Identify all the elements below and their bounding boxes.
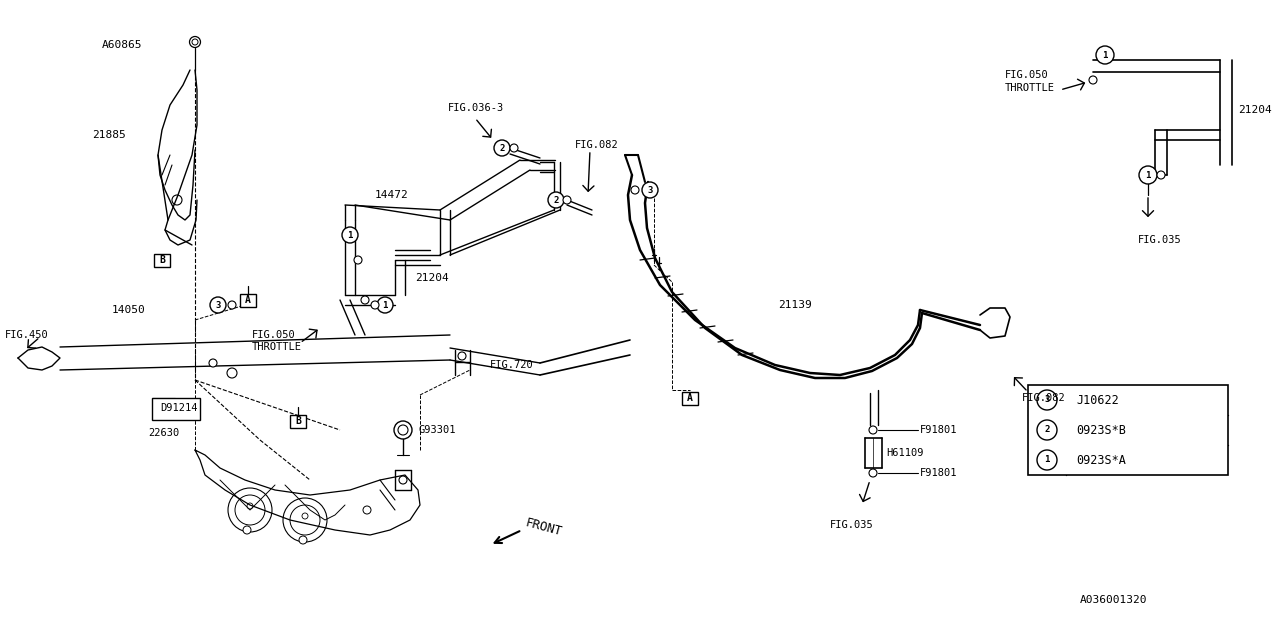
- Circle shape: [355, 256, 362, 264]
- Text: 21204: 21204: [415, 273, 449, 283]
- Text: 3: 3: [1044, 396, 1050, 404]
- Circle shape: [394, 421, 412, 439]
- Circle shape: [283, 498, 326, 542]
- Circle shape: [236, 495, 265, 525]
- Circle shape: [1037, 420, 1057, 440]
- Circle shape: [548, 192, 564, 208]
- Circle shape: [1157, 171, 1165, 179]
- Circle shape: [1037, 450, 1057, 470]
- Circle shape: [300, 536, 307, 544]
- Text: FIG.050: FIG.050: [1005, 70, 1048, 80]
- Circle shape: [1096, 46, 1114, 64]
- Text: A036001320: A036001320: [1080, 595, 1147, 605]
- Text: FIG.035: FIG.035: [1138, 235, 1181, 245]
- Circle shape: [210, 297, 227, 313]
- Text: FIG.050: FIG.050: [252, 330, 296, 340]
- Text: THROTTLE: THROTTLE: [1005, 83, 1055, 93]
- Circle shape: [1139, 166, 1157, 184]
- Text: F91801: F91801: [920, 425, 957, 435]
- Text: 2: 2: [499, 143, 504, 152]
- Circle shape: [563, 196, 571, 204]
- Circle shape: [378, 297, 393, 313]
- Text: 14472: 14472: [375, 190, 408, 200]
- Text: B: B: [159, 255, 165, 265]
- Circle shape: [1089, 76, 1097, 84]
- Text: 14050: 14050: [113, 305, 146, 315]
- Text: FIG.082: FIG.082: [575, 140, 618, 150]
- Circle shape: [398, 425, 408, 435]
- Text: THROTTLE: THROTTLE: [252, 342, 302, 352]
- Circle shape: [189, 36, 201, 47]
- Text: D91214: D91214: [160, 403, 197, 413]
- Circle shape: [869, 426, 877, 434]
- Circle shape: [209, 359, 218, 367]
- Circle shape: [247, 503, 253, 509]
- Circle shape: [494, 140, 509, 156]
- Bar: [152, 398, 200, 420]
- Circle shape: [291, 505, 320, 535]
- Circle shape: [371, 301, 379, 309]
- Circle shape: [228, 488, 273, 532]
- Circle shape: [631, 186, 639, 194]
- Text: A: A: [687, 393, 692, 403]
- Text: G93301: G93301: [419, 425, 456, 435]
- Text: FIG.720: FIG.720: [490, 360, 534, 370]
- Text: 21139: 21139: [778, 300, 812, 310]
- Text: A60865: A60865: [102, 40, 142, 50]
- Circle shape: [302, 513, 308, 519]
- Text: 1: 1: [1044, 456, 1050, 465]
- Circle shape: [228, 301, 236, 309]
- Text: 3: 3: [215, 301, 220, 310]
- Circle shape: [361, 296, 369, 304]
- Text: B: B: [296, 416, 301, 426]
- Text: A: A: [244, 295, 251, 305]
- Text: FIG.082: FIG.082: [1021, 393, 1066, 403]
- Circle shape: [192, 39, 198, 45]
- Text: H61109: H61109: [886, 448, 923, 458]
- Bar: [1028, 385, 1228, 475]
- Bar: [291, 415, 306, 428]
- Circle shape: [458, 352, 466, 360]
- Circle shape: [643, 182, 658, 198]
- Circle shape: [342, 227, 358, 243]
- Circle shape: [869, 469, 877, 477]
- Text: FIG.035: FIG.035: [829, 520, 874, 530]
- Text: 22630: 22630: [148, 428, 179, 438]
- Circle shape: [227, 368, 237, 378]
- Text: 1: 1: [1102, 51, 1107, 60]
- Text: J10622: J10622: [1076, 394, 1119, 406]
- Text: 1: 1: [1146, 170, 1151, 179]
- Circle shape: [509, 144, 518, 152]
- Text: FIG.450: FIG.450: [5, 330, 49, 340]
- Text: 2: 2: [1044, 426, 1050, 435]
- Text: FIG.036-3: FIG.036-3: [448, 103, 504, 113]
- Bar: [241, 294, 256, 307]
- Circle shape: [1037, 390, 1057, 410]
- Circle shape: [364, 506, 371, 514]
- Circle shape: [399, 476, 407, 484]
- Text: FRONT: FRONT: [524, 516, 563, 538]
- Text: 21885: 21885: [92, 130, 125, 140]
- Text: 0923S*A: 0923S*A: [1076, 454, 1126, 467]
- Text: 3: 3: [648, 186, 653, 195]
- Circle shape: [172, 195, 182, 205]
- Text: 0923S*B: 0923S*B: [1076, 424, 1126, 436]
- Bar: [154, 253, 170, 266]
- Text: 21204: 21204: [1238, 105, 1272, 115]
- Text: F91801: F91801: [920, 468, 957, 478]
- Text: 1: 1: [347, 230, 353, 239]
- Bar: [682, 392, 698, 404]
- Circle shape: [243, 526, 251, 534]
- Text: 2: 2: [553, 195, 558, 205]
- Text: 1: 1: [383, 301, 388, 310]
